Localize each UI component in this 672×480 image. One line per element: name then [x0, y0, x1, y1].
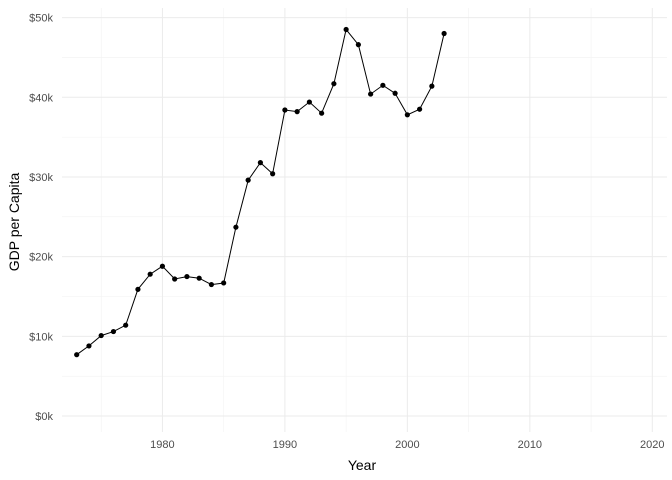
data-point: [208, 281, 215, 288]
y-tick-label: $0k: [35, 411, 53, 423]
data-point: [98, 332, 104, 339]
y-tick-label: $40k: [29, 92, 53, 104]
data-point: [245, 177, 251, 183]
y-tick-label: $50k: [29, 13, 53, 25]
data-point: [233, 224, 239, 230]
data-point: [441, 30, 447, 37]
y-axis-title: GDP per Capita: [6, 173, 22, 272]
x-tick-label: 1980: [150, 439, 174, 451]
x-tick-label: 2020: [640, 439, 664, 451]
data-point: [417, 106, 423, 112]
x-tick-label: 1990: [273, 439, 297, 451]
data-point: [74, 352, 80, 358]
data-point: [331, 81, 337, 87]
data-point: [135, 286, 141, 292]
data-point: [306, 99, 312, 105]
y-axis-ticks: $0k $10k $20k $30k $40k $50k: [29, 13, 53, 423]
data-point: [123, 322, 129, 328]
data-point: [221, 280, 227, 286]
data-point: [147, 271, 153, 277]
data-point: [110, 328, 117, 335]
x-tick-label: 2000: [395, 439, 419, 451]
data-point: [380, 82, 386, 88]
data-point: [282, 107, 288, 113]
x-tick-label: 2010: [518, 439, 542, 451]
data-point: [355, 42, 361, 48]
data-point: [257, 160, 264, 166]
data-point: [392, 90, 398, 96]
series: [74, 26, 447, 358]
y-tick-label: $30k: [29, 172, 53, 184]
data-point: [294, 109, 300, 115]
data-point: [319, 110, 325, 116]
data-point: [270, 171, 276, 177]
data-point: [172, 276, 178, 282]
data-point: [159, 263, 166, 269]
series-line: [76, 28, 445, 356]
data-point: [429, 83, 435, 89]
x-axis-title: Year: [348, 457, 377, 473]
data-point: [343, 26, 349, 33]
y-tick-label: $10k: [29, 331, 53, 343]
data-point: [404, 112, 410, 118]
data-point: [184, 273, 190, 280]
data-point: [196, 275, 202, 281]
x-axis-ticks: 1980 1990 2000 2010 2020: [150, 439, 664, 451]
grid: [62, 8, 667, 432]
data-point: [368, 91, 374, 97]
data-point: [86, 343, 92, 349]
y-tick-label: $20k: [29, 252, 53, 264]
